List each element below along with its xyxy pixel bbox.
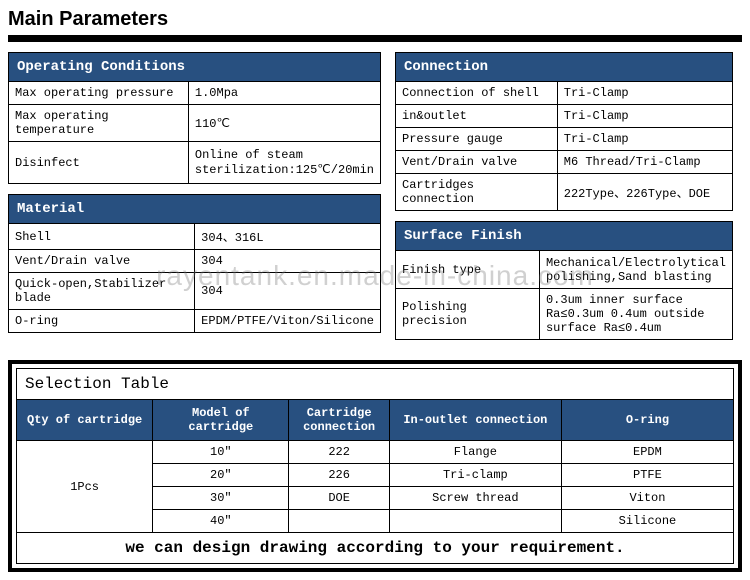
connection-table: Connection Connection of shellTri-Clamp … <box>395 52 733 211</box>
cell-key: Cartridges connection <box>396 174 558 211</box>
table-row: O-ringEPDM/PTFE/Viton/Silicone <box>9 310 381 333</box>
table-row: Finish typeMechanical/Electrolytical pol… <box>396 251 733 289</box>
cell-val: EPDM/PTFE/Viton/Silicone <box>195 310 381 333</box>
cell-key: Shell <box>9 224 195 250</box>
qty-cell: 1Pcs <box>17 441 153 533</box>
cell: Viton <box>561 487 733 510</box>
cell-key: Connection of shell <box>396 82 558 105</box>
cell: Tri-clamp <box>389 464 561 487</box>
material-table: Material Shell304、316L Vent/Drain valve3… <box>8 194 381 333</box>
cell-val: 222Type、226Type、DOE <box>557 174 732 211</box>
table-row: Polishing precision0.3um inner surface R… <box>396 289 733 340</box>
cell-key: Disinfect <box>9 142 189 184</box>
cell: 10" <box>153 441 289 464</box>
surface-finish-table: Surface Finish Finish typeMechanical/Ele… <box>395 221 733 340</box>
col-inout: In-outlet connection <box>389 400 561 441</box>
cell <box>289 510 389 533</box>
cell-val: 304 <box>195 273 381 310</box>
table-row: Vent/Drain valve304 <box>9 250 381 273</box>
main-title: Main Parameters <box>8 8 742 31</box>
cell-key: Pressure gauge <box>396 128 558 151</box>
table-row: Cartridges connection222Type、226Type、DOE <box>396 174 733 211</box>
cell-val: 304、316L <box>195 224 381 250</box>
cell-val: Mechanical/Electrolytical polishing,Sand… <box>539 251 732 289</box>
cell: 20" <box>153 464 289 487</box>
upper-tables-row: Operating Conditions Max operating press… <box>8 52 742 340</box>
cell: Silicone <box>561 510 733 533</box>
cell-key: O-ring <box>9 310 195 333</box>
cell: Screw thread <box>389 487 561 510</box>
table-row: in&outletTri-Clamp <box>396 105 733 128</box>
col-qty: Qty of cartridge <box>17 400 153 441</box>
table-row: Max operating pressure1.0Mpa <box>9 82 381 105</box>
cell-key: Polishing precision <box>396 289 540 340</box>
cell-val: 110℃ <box>188 105 380 142</box>
cell-val: Tri-Clamp <box>557 128 732 151</box>
surface-header: Surface Finish <box>396 222 733 251</box>
table-row: 1Pcs 10" 222 Flange EPDM <box>17 441 734 464</box>
selection-table-wrapper: Selection Table Qty of cartridge Model o… <box>8 360 742 572</box>
table-row: Shell304、316L <box>9 224 381 250</box>
title-underline <box>8 35 742 42</box>
table-row: Pressure gaugeTri-Clamp <box>396 128 733 151</box>
table-row: Vent/Drain valveM6 Thread/Tri-Clamp <box>396 151 733 174</box>
cell: 40" <box>153 510 289 533</box>
cell-val: 1.0Mpa <box>188 82 380 105</box>
left-column: Operating Conditions Max operating press… <box>8 52 381 340</box>
connection-header: Connection <box>396 53 733 82</box>
cell-key: Quick-open,Stabilizer blade <box>9 273 195 310</box>
table-row: DisinfectOnline of steam sterilization:1… <box>9 142 381 184</box>
right-column: Connection Connection of shellTri-Clamp … <box>395 52 733 340</box>
cell-val: M6 Thread/Tri-Clamp <box>557 151 732 174</box>
cell-val: 304 <box>195 250 381 273</box>
selection-table: Selection Table Qty of cartridge Model o… <box>16 368 734 564</box>
selection-note: we can design drawing according to your … <box>17 533 734 564</box>
col-conn: Cartridge connection <box>289 400 389 441</box>
cell: 30" <box>153 487 289 510</box>
cell: 222 <box>289 441 389 464</box>
cell <box>389 510 561 533</box>
cell-val: 0.3um inner surface Ra≤0.3um 0.4um outsi… <box>539 289 732 340</box>
cell-val: Online of steam sterilization:125℃/20min <box>188 142 380 184</box>
cell-key: Finish type <box>396 251 540 289</box>
cell-key: Max operating pressure <box>9 82 189 105</box>
table-row: Max operating temperature110℃ <box>9 105 381 142</box>
table-row: Quick-open,Stabilizer blade304 <box>9 273 381 310</box>
col-oring: O-ring <box>561 400 733 441</box>
cell-key: Vent/Drain valve <box>396 151 558 174</box>
operating-conditions-table: Operating Conditions Max operating press… <box>8 52 381 184</box>
cell: 226 <box>289 464 389 487</box>
cell: DOE <box>289 487 389 510</box>
operating-header: Operating Conditions <box>9 53 381 82</box>
cell: Flange <box>389 441 561 464</box>
table-row: Connection of shellTri-Clamp <box>396 82 733 105</box>
cell-val: Tri-Clamp <box>557 82 732 105</box>
cell: EPDM <box>561 441 733 464</box>
col-model: Model of cartridge <box>153 400 289 441</box>
material-header: Material <box>9 195 381 224</box>
cell-val: Tri-Clamp <box>557 105 732 128</box>
cell: PTFE <box>561 464 733 487</box>
selection-title: Selection Table <box>17 369 734 400</box>
cell-key: Max operating temperature <box>9 105 189 142</box>
cell-key: Vent/Drain valve <box>9 250 195 273</box>
cell-key: in&outlet <box>396 105 558 128</box>
